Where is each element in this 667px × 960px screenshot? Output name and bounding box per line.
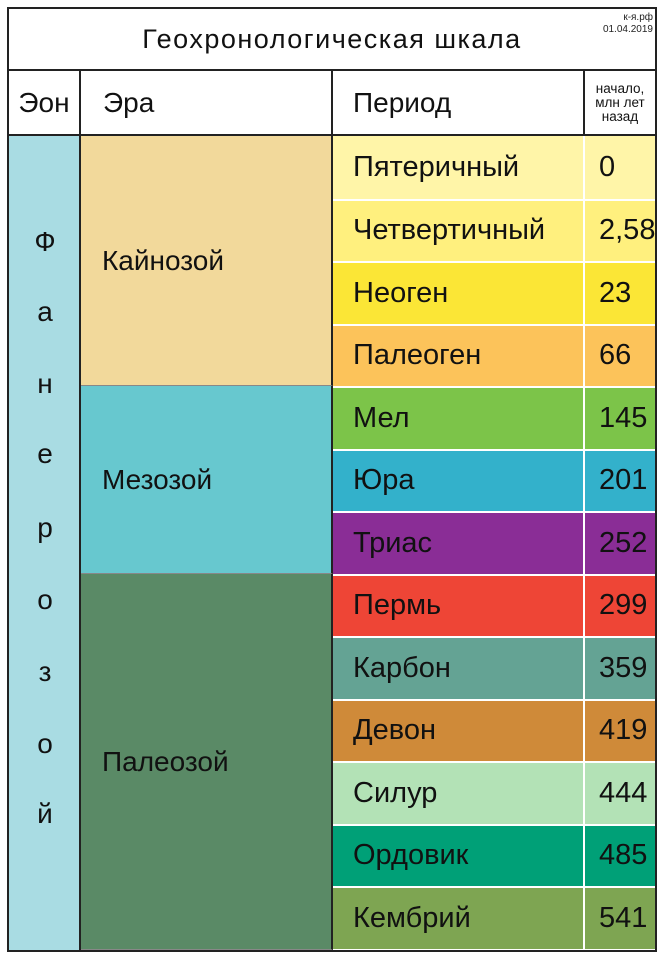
period-start: 485 — [599, 839, 648, 872]
period-name: Девон — [333, 700, 585, 761]
period-start: 66 — [599, 339, 632, 372]
period-row: Палеоген 66 — [333, 323, 655, 386]
eon-letter: о — [37, 584, 53, 615]
watermark-date: 01.04.2019 — [602, 24, 653, 35]
period-name: Карбон — [333, 638, 585, 699]
eon-letter: о — [37, 728, 53, 759]
period-name: Триас — [333, 513, 585, 574]
period-name: Пермь — [333, 575, 585, 636]
header-start-line3: назад — [601, 108, 639, 124]
eon-letter: Ф — [34, 226, 56, 257]
header-start-line2: млн лет — [595, 94, 645, 110]
watermark: к-я.рф 01.04.2019 — [603, 12, 653, 36]
period-row: Юра 201 — [333, 448, 655, 511]
era-label: Кайнозой — [102, 244, 224, 276]
period-start: 419 — [599, 714, 648, 747]
page-title: Геохронологическая шкала — [142, 23, 522, 54]
period-row: Мел 145 — [333, 386, 655, 449]
period-row: Карбон 359 — [333, 636, 655, 699]
period-name: Силур — [333, 763, 585, 824]
period-row: Четвертичный 2,58 — [333, 198, 656, 261]
period-name: Четвертичный — [333, 200, 585, 261]
era-mesozoic: Мезозой — [81, 386, 333, 574]
period-start: 359 — [599, 651, 648, 684]
period-name: Палеоген — [333, 325, 585, 386]
period-row: Триас 252 — [333, 511, 655, 574]
header-eon: Эон — [9, 71, 81, 136]
era-cenozoic: Кайнозой — [81, 136, 333, 386]
eon-letter: н — [37, 368, 53, 399]
period-row: Кембрий 541 — [333, 886, 655, 949]
period-row: Девон 419 — [333, 698, 655, 761]
table-frame — [7, 7, 657, 952]
period-name: Пятеричный — [333, 136, 585, 199]
period-row: Силур 444 — [333, 761, 655, 824]
period-name: Ордовик — [333, 825, 585, 886]
period-start: 2,58 — [599, 214, 656, 247]
period-start: 23 — [599, 276, 632, 309]
period-start: 0 — [599, 150, 616, 183]
period-start: 252 — [599, 526, 648, 559]
era-label: Палеозой — [102, 745, 229, 777]
period-start: 444 — [599, 776, 648, 809]
watermark-site: к-я.рф — [623, 12, 653, 23]
period-row: Пермь 299 — [333, 573, 655, 636]
title-bar: Геохронологическая шкала — [9, 9, 655, 71]
header-period: Период — [333, 71, 585, 136]
period-start: 541 — [599, 901, 648, 934]
eon-letter: а — [37, 296, 53, 327]
header-start-line1: начало, — [595, 80, 645, 96]
eon-letter: з — [38, 656, 52, 687]
period-start: 145 — [599, 401, 648, 434]
period-name: Юра — [333, 450, 585, 511]
era-paleozoic: Палеозой — [81, 574, 333, 950]
eon-column: Ф а н е р о з о й — [9, 136, 81, 950]
eon-letter: е — [37, 438, 53, 469]
period-row: Неоген 23 — [333, 261, 655, 324]
period-name: Неоген — [333, 263, 585, 324]
header-era: Эра — [81, 71, 333, 136]
period-start: 201 — [599, 464, 648, 497]
period-row: Пятеричный 0 — [333, 136, 655, 199]
period-start: 299 — [599, 589, 648, 622]
period-name: Кембрий — [333, 888, 585, 949]
era-label: Мезозой — [102, 463, 213, 495]
header-start: начало, млн лет назад — [585, 71, 655, 136]
eon-letter: й — [37, 798, 53, 829]
eon-letter: р — [37, 512, 53, 543]
period-name: Мел — [333, 388, 585, 449]
period-row: Ордовик 485 — [333, 823, 655, 886]
